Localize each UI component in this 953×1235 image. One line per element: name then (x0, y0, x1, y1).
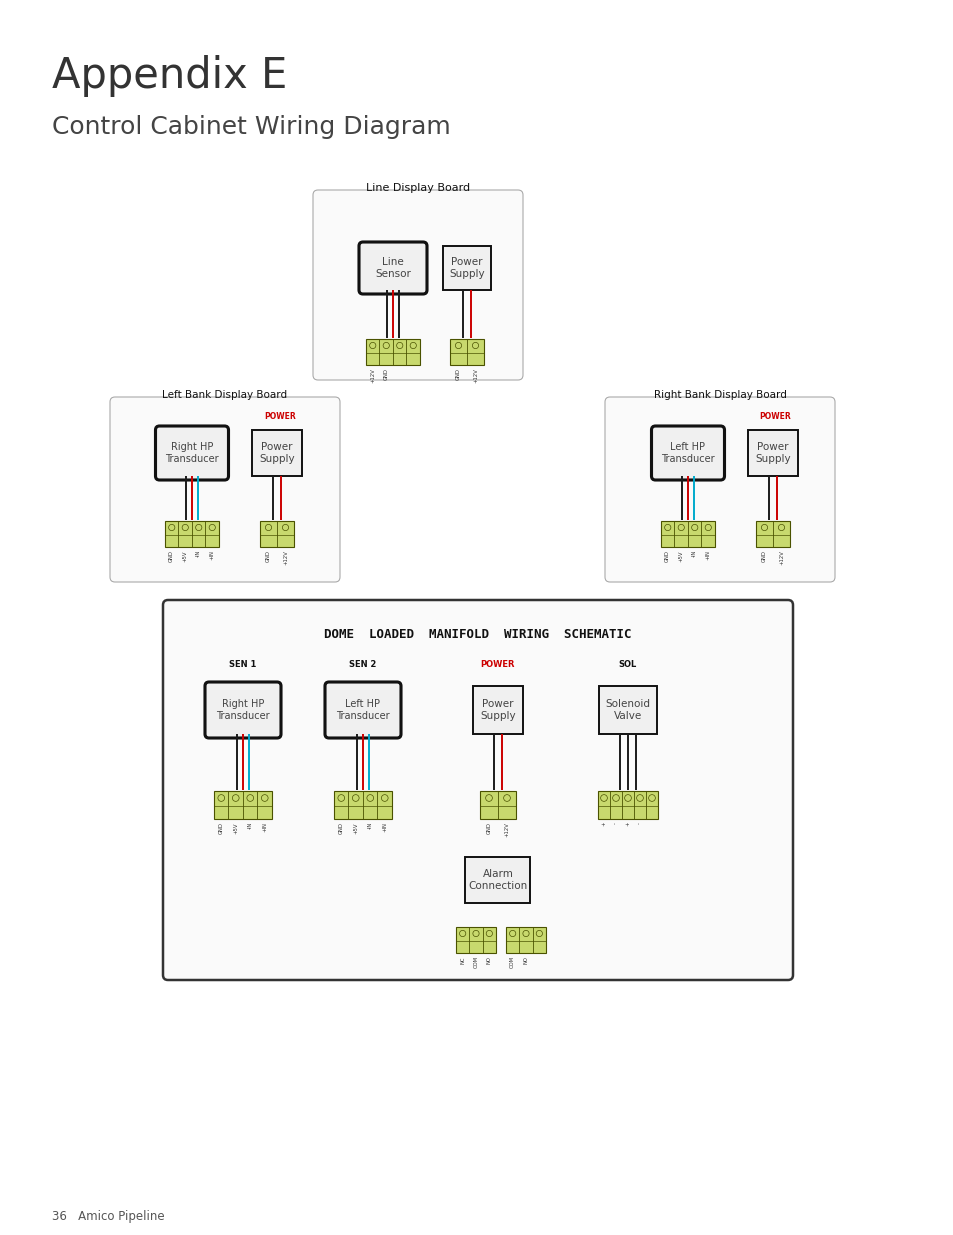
FancyBboxPatch shape (205, 682, 281, 739)
Text: Power
Supply: Power Supply (449, 257, 484, 279)
FancyBboxPatch shape (213, 790, 272, 819)
FancyBboxPatch shape (651, 426, 723, 480)
Text: +5V: +5V (183, 550, 188, 562)
Bar (252, 430, 302, 475)
Text: Left HP
Transducer: Left HP Transducer (660, 442, 714, 464)
Text: POWER: POWER (264, 412, 295, 421)
Text: GND: GND (266, 550, 271, 562)
Text: +5V: +5V (678, 550, 683, 562)
Text: GND: GND (664, 550, 670, 562)
Bar (747, 430, 797, 475)
Text: +12V: +12V (283, 550, 288, 564)
Text: NO: NO (523, 956, 528, 963)
Text: GND: GND (169, 550, 174, 562)
Text: 36   Amico Pipeline: 36 Amico Pipeline (52, 1210, 165, 1223)
FancyBboxPatch shape (163, 600, 792, 981)
Text: Alarm
Connection: Alarm Connection (468, 869, 527, 890)
Text: Power
Supply: Power Supply (755, 442, 790, 464)
Text: GND: GND (218, 823, 224, 834)
FancyBboxPatch shape (334, 790, 392, 819)
Text: +12V: +12V (370, 368, 375, 383)
FancyBboxPatch shape (598, 790, 658, 819)
FancyBboxPatch shape (456, 927, 496, 953)
Text: POWER: POWER (759, 412, 790, 421)
FancyBboxPatch shape (313, 190, 522, 380)
FancyBboxPatch shape (450, 338, 483, 366)
Text: -: - (613, 823, 618, 824)
Text: Power
Supply: Power Supply (479, 699, 516, 721)
FancyBboxPatch shape (479, 790, 516, 819)
FancyBboxPatch shape (325, 682, 400, 739)
FancyBboxPatch shape (163, 600, 792, 981)
Bar (598, 685, 657, 734)
Text: +5V: +5V (233, 823, 238, 834)
Text: Right HP
Transducer: Right HP Transducer (165, 442, 218, 464)
FancyBboxPatch shape (604, 396, 834, 582)
Text: +: + (625, 823, 630, 826)
Text: Right Bank Display Board: Right Bank Display Board (653, 390, 785, 400)
Text: Line
Sensor: Line Sensor (375, 257, 411, 279)
FancyBboxPatch shape (660, 521, 714, 547)
Text: +12V: +12V (779, 550, 783, 564)
FancyBboxPatch shape (505, 927, 545, 953)
Text: -IN: -IN (692, 550, 697, 557)
Text: Appendix E: Appendix E (52, 56, 287, 98)
Text: -: - (637, 823, 641, 824)
Bar (465, 857, 530, 903)
Text: NC: NC (459, 956, 465, 963)
Text: Right HP
Transducer: Right HP Transducer (216, 699, 270, 721)
Bar (442, 246, 491, 290)
Text: +IN: +IN (262, 823, 267, 832)
Text: +IN: +IN (210, 550, 214, 559)
Text: COM: COM (473, 956, 478, 968)
FancyBboxPatch shape (110, 396, 339, 582)
Text: +12V: +12V (504, 823, 509, 837)
Text: +IN: +IN (705, 550, 710, 559)
Text: POWER: POWER (480, 659, 515, 669)
Text: +: + (601, 823, 606, 826)
Text: NO: NO (486, 956, 492, 963)
Text: -IN: -IN (367, 823, 373, 829)
Text: -IN: -IN (196, 550, 201, 557)
Text: +5V: +5V (353, 823, 358, 834)
Text: GND: GND (486, 823, 491, 834)
FancyBboxPatch shape (755, 521, 789, 547)
Text: SEN 2: SEN 2 (349, 659, 376, 669)
FancyBboxPatch shape (358, 242, 427, 294)
Text: GND: GND (383, 368, 388, 380)
Text: COM: COM (510, 956, 515, 968)
Text: Control Cabinet Wiring Diagram: Control Cabinet Wiring Diagram (52, 115, 450, 140)
Text: DOME  LOADED  MANIFOLD  WIRING  SCHEMATIC: DOME LOADED MANIFOLD WIRING SCHEMATIC (324, 629, 631, 641)
FancyBboxPatch shape (260, 521, 294, 547)
FancyBboxPatch shape (165, 521, 219, 547)
Text: GND: GND (761, 550, 766, 562)
Text: GND: GND (456, 368, 460, 380)
FancyBboxPatch shape (155, 426, 229, 480)
Text: Power
Supply: Power Supply (259, 442, 294, 464)
Text: SEN 1: SEN 1 (229, 659, 256, 669)
Text: -IN: -IN (248, 823, 253, 829)
Text: GND: GND (338, 823, 343, 834)
Text: Solenoid
Valve: Solenoid Valve (605, 699, 650, 721)
FancyBboxPatch shape (366, 338, 419, 366)
Bar (473, 685, 522, 734)
Text: Left Bank Display Board: Left Bank Display Board (162, 390, 287, 400)
Text: +12V: +12V (473, 368, 477, 383)
Text: Line Display Board: Line Display Board (366, 183, 470, 193)
Text: +IN: +IN (382, 823, 387, 832)
Text: Left HP
Transducer: Left HP Transducer (335, 699, 390, 721)
Text: SOL: SOL (618, 659, 637, 669)
